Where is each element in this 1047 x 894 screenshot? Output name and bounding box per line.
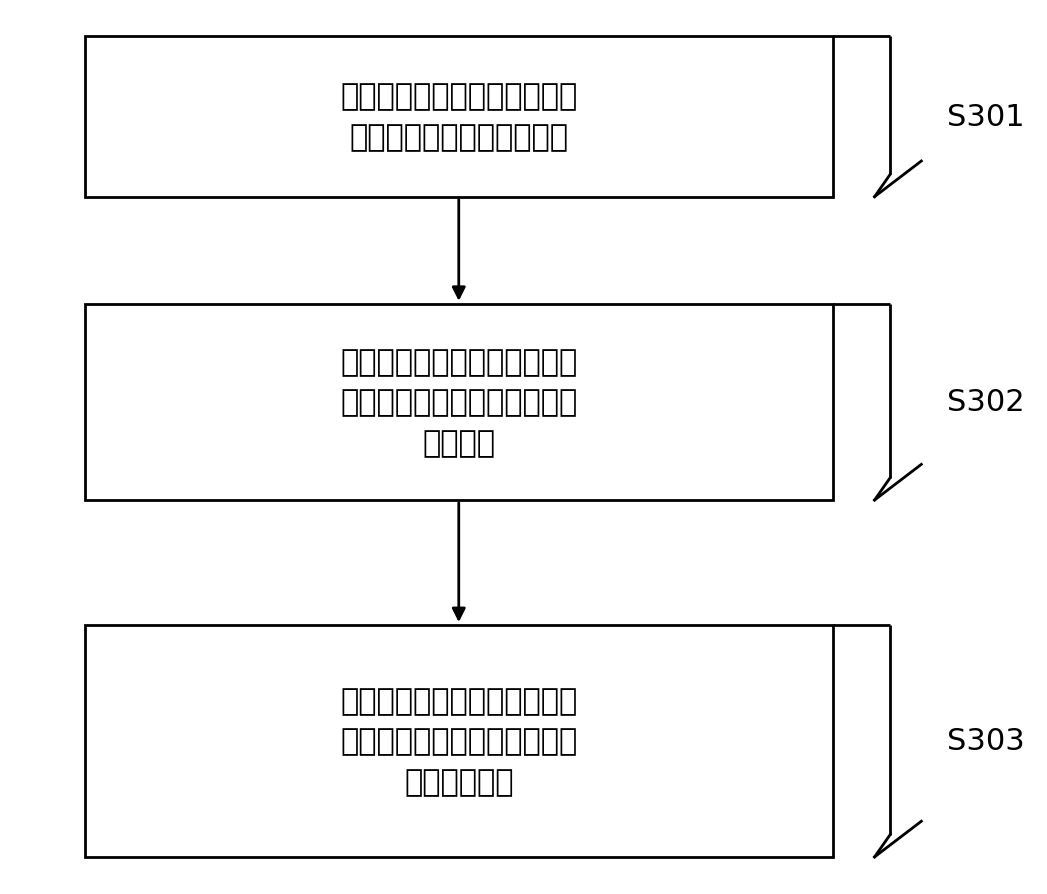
- Text: S301: S301: [948, 103, 1025, 131]
- Text: 根据第一预设公式计算各积分
时间内的目标图像对应的光斑
成像位置: 根据第一预设公式计算各积分 时间内的目标图像对应的光斑 成像位置: [340, 348, 577, 458]
- Text: 分别在各预设积分时间内获取
成像光谱仪采集的目标图像: 分别在各预设积分时间内获取 成像光谱仪采集的目标图像: [340, 82, 577, 152]
- Text: S302: S302: [948, 388, 1025, 417]
- FancyBboxPatch shape: [85, 625, 833, 857]
- FancyBboxPatch shape: [85, 37, 833, 198]
- Text: 将各所述光斑成像位置对应的
数值取加权平均数，以完成目
标位置的计算: 将各所述光斑成像位置对应的 数值取加权平均数，以完成目 标位置的计算: [340, 687, 577, 796]
- Text: S303: S303: [948, 727, 1025, 755]
- FancyBboxPatch shape: [85, 304, 833, 501]
